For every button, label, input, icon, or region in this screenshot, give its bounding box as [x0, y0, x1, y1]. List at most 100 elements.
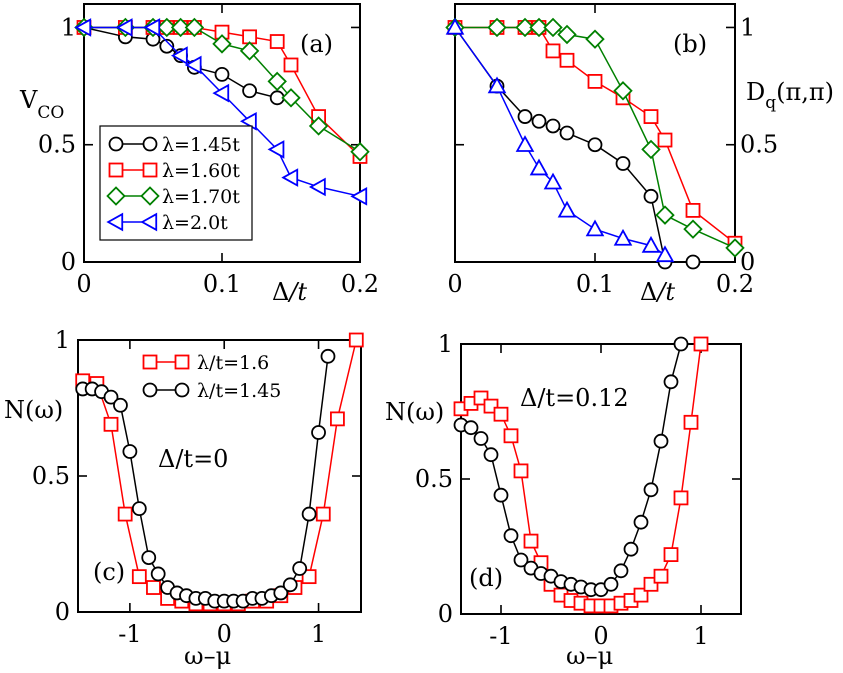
- panel-d-series-0-point: [653, 568, 669, 584]
- panel-c-series-1-point: [273, 585, 289, 601]
- panel-c-xtick-label: -1: [118, 620, 141, 648]
- panel-a-legend-marker: [106, 186, 126, 206]
- panel-a-series-2-point: [350, 142, 370, 162]
- panel-d-series-1-point: [483, 447, 499, 463]
- panel-b-series-2-point: [655, 205, 675, 225]
- panel-b-series-0-point: [545, 118, 561, 134]
- panel-d-series-1-point: [493, 487, 509, 503]
- panel-b-series-2-point: [487, 17, 507, 38]
- panel-c-legend-marker: [142, 354, 158, 370]
- panel-c-ylabel: N(ω): [4, 396, 63, 424]
- panel-a-xtick-label: 0.1: [203, 270, 241, 298]
- panel-c-series-0-point: [103, 416, 119, 432]
- panel-d-series-1-point: [623, 541, 639, 557]
- panel-b-ylabel-post: (π,π): [776, 78, 834, 106]
- panel-d-ylabel: N(ω): [385, 398, 444, 426]
- panel-c-series-1-point: [141, 550, 157, 565]
- panel-a-legend-label: λ=2.0t: [162, 212, 228, 234]
- panel-d-series-1-point: [513, 552, 529, 568]
- panel-c-series-1-point: [131, 501, 147, 517]
- panel-c-series-0-point: [131, 569, 147, 585]
- panel-a-series-3-point: [267, 140, 285, 159]
- panel-b-series-0-point: [643, 188, 659, 204]
- panel-d-plot: 0 0.5 1 -1 0 1: [415, 330, 741, 650]
- panel-a-legend-marker: [108, 162, 124, 178]
- panel-b-series-3-point: [585, 219, 605, 237]
- panel-a-series-3-point: [184, 55, 202, 75]
- panel-c-legend-marker: [174, 382, 190, 398]
- panel-a-series-3-point: [308, 177, 326, 197]
- panel-a-legend-marker: [140, 186, 160, 206]
- panel-d-series-1-point: [613, 563, 629, 579]
- panel-c-xtick-label: 1: [311, 620, 326, 648]
- panel-b-series-2-point: [683, 219, 703, 239]
- panel-c-series-1-point: [301, 506, 317, 522]
- panel-b-tag: (b): [673, 30, 707, 58]
- panel-c-legend-marker: [142, 382, 158, 398]
- panel-a-series-0-point: [159, 38, 175, 54]
- panel-a-series-3-point: [170, 46, 188, 65]
- panel-d-xtick-label: -1: [489, 622, 512, 650]
- panel-d-series-1-point: [633, 514, 649, 530]
- panel-c-ytick-label: 0: [55, 598, 70, 626]
- panel-a-series-2-point: [157, 17, 177, 38]
- panel-d-series-1-point: [503, 528, 519, 544]
- panel-d-series-1-point: [473, 431, 489, 446]
- panel-b-series-2-point: [557, 24, 577, 45]
- panel-b-series-3-point: [543, 172, 563, 190]
- panel-b-series-0-point: [517, 109, 533, 124]
- panel-b-series-1-point: [587, 74, 603, 89]
- panel-b-series-3-point: [557, 200, 577, 218]
- panel-b-series-3-point: [655, 245, 675, 263]
- panel-b-series-0-point: [615, 156, 631, 171]
- panel-b-series-0-point: [559, 125, 575, 141]
- panel-a-ylabel-main: V: [19, 86, 38, 114]
- panel-b-series-3-line: [454, 27, 666, 256]
- panel-a-series-3-point: [239, 111, 257, 131]
- panel-a-legend-marker: [142, 136, 158, 152]
- panel-a-series-3-point: [74, 18, 92, 37]
- panel-c-legend-label: λ/t=1.6: [197, 352, 269, 374]
- panel-b-ytick-label: 0.5: [740, 131, 778, 159]
- panel-a-series-3-point: [115, 18, 133, 37]
- panel-b-xlabel-delta: Δ: [640, 278, 657, 306]
- panel-d-xtick-label: 0: [593, 622, 608, 650]
- panel-d-ytick-label: 0.5: [415, 465, 453, 493]
- panel-a-ylabel-sub: CO: [37, 103, 64, 123]
- panel-d-tag: (d): [469, 564, 503, 592]
- panel-a-series-1-point: [283, 57, 299, 73]
- panel-c-series-0-point: [330, 411, 345, 427]
- panel-d-series-0-point: [673, 490, 689, 506]
- panel-c-legend: λ/t=1.6 λ/t=1.45: [142, 352, 281, 402]
- panel-b-series-2-point: [641, 139, 661, 160]
- panel-c-xtick-label: 0: [217, 620, 232, 648]
- panel-d-series-0-point: [513, 463, 529, 479]
- panel-b-series-2-point: [613, 81, 633, 101]
- panel-b-series-1-point: [643, 109, 659, 124]
- panel-d-series-1-point: [643, 482, 659, 498]
- panel-c-series-1-point: [311, 425, 326, 440]
- panel-a-series-2-point: [308, 116, 329, 136]
- panel-b-series-0-point: [587, 137, 603, 153]
- panel-b-series-3-point: [515, 135, 535, 152]
- panel-a-series-3-point: [281, 168, 299, 187]
- panel-b-ytick-label: 1: [740, 13, 755, 41]
- panel-c-xlabel: ω–μ: [184, 642, 231, 670]
- panel-d-xtick-label: 1: [693, 622, 708, 650]
- panel-c-legend-label: λ/t=1.45: [197, 380, 281, 402]
- panel-b-ylabel-sub: q: [765, 93, 776, 113]
- panel-b-series-3-point: [529, 158, 549, 176]
- panel-a-series-1-point: [269, 34, 285, 49]
- panel-d-series-1-point: [463, 420, 479, 436]
- panel-c-series-0-point: [146, 580, 161, 595]
- panel-b-series-2-point: [529, 17, 549, 38]
- panel-c-series-1-point: [292, 561, 308, 576]
- panel-c-series-1-point: [113, 397, 128, 413]
- panel-c-series-1-point: [282, 577, 298, 593]
- panel-a-legend: λ=1.45t λ=1.60t λ=1.70t λ=2.0t: [99, 125, 253, 241]
- panel-c-series-0-point: [301, 569, 317, 585]
- panel-d-ytick-label: 1: [438, 330, 453, 358]
- panel-a-series-0-point: [214, 66, 230, 82]
- panel-a-ytick-label: 1: [61, 13, 76, 41]
- panel-c-series-0-point: [315, 506, 331, 522]
